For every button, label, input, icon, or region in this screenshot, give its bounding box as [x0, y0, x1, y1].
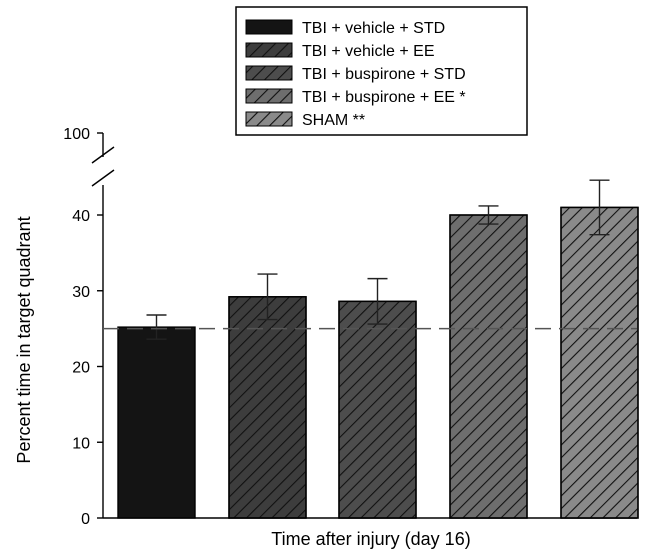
y-tick-label-10: 10	[72, 435, 90, 452]
legend-label-5: SHAM **	[302, 112, 365, 129]
bar-hatch-5	[560, 206, 639, 519]
bar-hatch-3	[338, 300, 417, 519]
y-tick-label-40: 40	[72, 208, 90, 225]
legend-label-4: TBI + buspirone + EE *	[302, 89, 466, 106]
y-tick-label-30: 30	[72, 284, 90, 301]
legend-swatch-hatch-2	[245, 42, 293, 58]
y-tick-label-100: 100	[63, 126, 90, 143]
axis-break-mark-upper	[91, 146, 115, 164]
legend-label-3: TBI + buspirone + STD	[302, 66, 466, 83]
y-axis: 100 0 10 20 30 40	[63, 126, 115, 528]
bar-hatch-2	[228, 296, 307, 519]
bar-1	[117, 326, 196, 519]
y-axis-label: Percent time in target quadrant	[14, 216, 34, 463]
legend-swatch-1	[245, 19, 293, 35]
x-axis-label: Time after injury (day 16)	[271, 529, 470, 549]
legend-label-2: TBI + vehicle + EE	[302, 43, 435, 60]
axis-break-mark-lower	[91, 169, 115, 187]
legend-swatch-hatch-3	[245, 65, 293, 81]
y-tick-label-0: 0	[81, 511, 90, 528]
legend-swatch-hatch-5	[245, 111, 293, 127]
legend: TBI + vehicle + STD TBI + vehicle + EE TBI…	[235, 6, 528, 136]
legend-label-1: TBI + vehicle + STD	[302, 20, 445, 37]
bars-group	[117, 179, 639, 519]
legend-swatch-hatch-4	[245, 88, 293, 104]
bar-hatch-4	[449, 214, 528, 519]
y-tick-label-20: 20	[72, 360, 90, 377]
